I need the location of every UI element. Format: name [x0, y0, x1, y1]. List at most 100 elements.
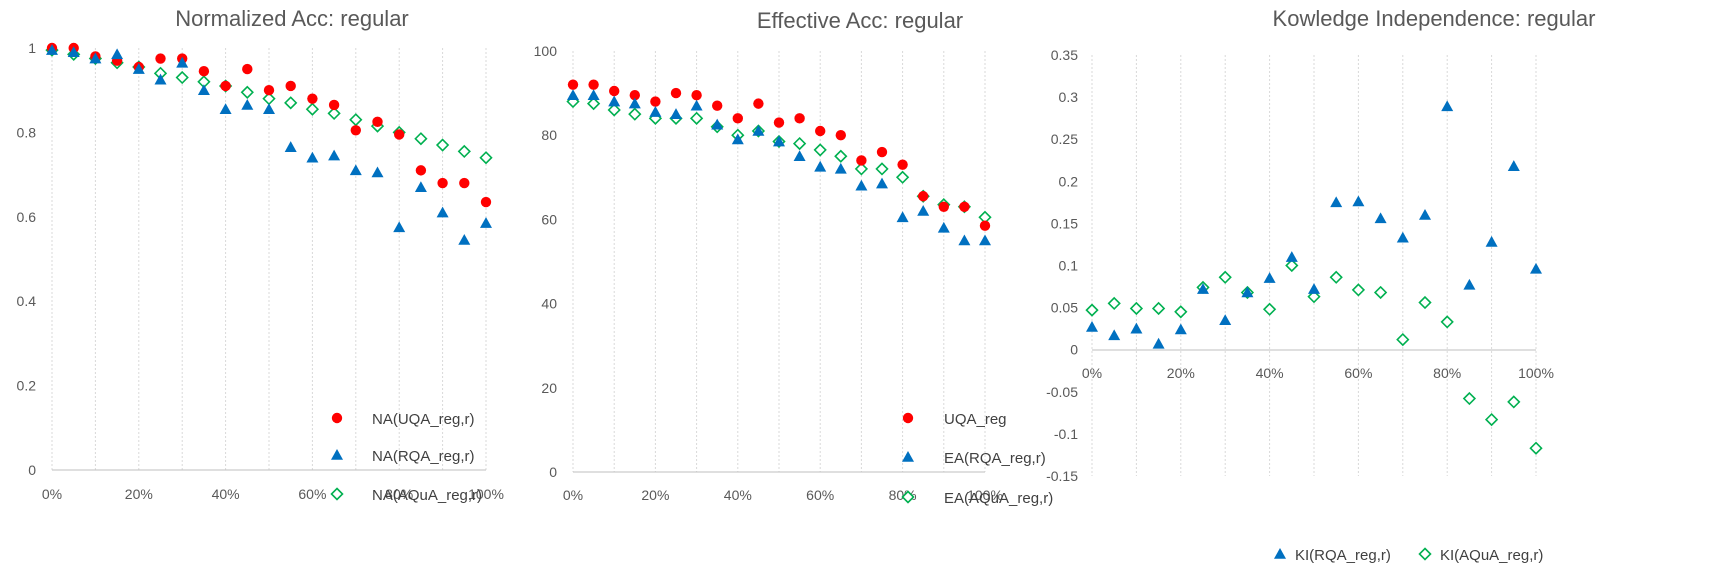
data-point	[328, 149, 341, 161]
x-tick-label: 60%	[298, 486, 326, 502]
data-point	[458, 234, 471, 245]
data-point	[240, 85, 254, 99]
chart-knowledge-independence: Kowledge Independence: regular -0.15 -0.1…	[1046, 6, 1595, 564]
data-point	[1329, 270, 1343, 284]
data-point	[731, 133, 744, 145]
data-point	[567, 79, 579, 90]
chart-title: Effective Acc: regular	[757, 8, 963, 33]
data-point	[1462, 391, 1477, 406]
chart-title: Normalized Acc: regular	[175, 6, 409, 31]
data-point	[414, 132, 428, 146]
y-tick-label: 0.6	[17, 209, 37, 225]
data-point	[628, 97, 641, 109]
y-tick-label: 0.4	[17, 293, 37, 309]
legend-label: KI(RQA_reg,r)	[1295, 547, 1391, 564]
data-point	[793, 150, 806, 162]
data-point	[792, 136, 807, 151]
x-tick-label: 60%	[806, 487, 834, 503]
data-point	[372, 116, 383, 128]
data-point	[711, 118, 724, 130]
data-point	[306, 151, 319, 163]
data-point	[1374, 212, 1387, 224]
data-point	[1418, 295, 1432, 310]
data-point	[732, 113, 743, 124]
data-point	[813, 143, 827, 157]
data-point	[327, 106, 341, 121]
data-point	[241, 98, 254, 110]
x-tick-label: 100%	[1518, 365, 1554, 381]
data-point	[285, 80, 296, 92]
data-point	[175, 70, 189, 85]
data-point	[1419, 208, 1431, 220]
data-point	[307, 93, 318, 104]
data-point	[1307, 290, 1321, 304]
data-point	[480, 217, 492, 228]
data-point	[854, 162, 869, 176]
data-point	[1485, 235, 1498, 247]
data-point	[1107, 296, 1121, 311]
data-point	[349, 164, 362, 176]
data-point	[154, 73, 167, 85]
data-point	[1174, 323, 1187, 335]
data-point	[609, 85, 620, 97]
data-point	[371, 166, 384, 178]
data-point	[284, 96, 298, 110]
data-point	[814, 160, 827, 172]
data-point	[415, 165, 427, 176]
data-point	[176, 56, 189, 68]
data-point	[607, 103, 621, 117]
data-point	[670, 87, 682, 99]
data-point	[220, 80, 231, 92]
data-point	[1529, 441, 1543, 455]
data-point	[834, 162, 847, 174]
data-point	[835, 130, 846, 141]
data-point	[394, 129, 405, 140]
y-tick-label: 100	[534, 43, 558, 59]
data-point	[938, 201, 949, 212]
legend-label: UQA_reg	[944, 411, 1007, 428]
legend-marker-icon	[330, 487, 344, 501]
data-point	[979, 234, 991, 246]
legend-label: KI(AQuA_reg,r)	[1440, 547, 1543, 564]
data-point	[628, 107, 642, 121]
data-point	[629, 90, 640, 101]
data-point	[349, 113, 363, 127]
data-point	[917, 204, 930, 216]
data-point	[457, 144, 471, 159]
data-point	[1373, 285, 1388, 300]
data-point	[67, 46, 80, 58]
data-point	[1241, 286, 1254, 298]
data-point	[393, 221, 406, 233]
y-tick-label: 0.25	[1051, 131, 1078, 147]
data-point	[1440, 315, 1454, 329]
data-point	[46, 44, 58, 55]
data-point	[937, 221, 950, 233]
data-point	[1507, 395, 1521, 409]
legend-item-na-rqa: NA(RQA_reg,r)	[331, 448, 475, 465]
legend-item-ea-rqa: EA(RQA_reg,r)	[902, 450, 1046, 467]
x-tick-label: 20%	[1167, 365, 1195, 381]
data-point	[959, 201, 970, 212]
data-point	[897, 159, 908, 170]
data-point	[1441, 100, 1454, 112]
y-tick-label: 1	[28, 40, 36, 56]
y-tick-label: 40	[541, 296, 557, 312]
data-point	[1130, 322, 1143, 334]
data-point	[587, 89, 600, 101]
legend-label: NA(UQA_reg,r)	[372, 411, 475, 428]
data-point	[1352, 195, 1365, 207]
data-point	[1152, 337, 1165, 349]
x-tick-label: 60%	[1344, 365, 1372, 381]
y-tick-label: 0.15	[1051, 215, 1078, 231]
x-tick-label: 40%	[1256, 365, 1284, 381]
y-tick-label: 0.1	[1059, 258, 1079, 274]
data-point	[689, 111, 704, 125]
data-point	[896, 211, 909, 223]
data-point	[305, 102, 320, 116]
x-tick-label: 20%	[125, 486, 153, 502]
data-point	[437, 177, 448, 189]
y-tick-label: 0.2	[17, 378, 37, 394]
data-point	[586, 96, 601, 111]
legend-marker-icon	[901, 490, 915, 504]
data-point	[876, 146, 888, 158]
